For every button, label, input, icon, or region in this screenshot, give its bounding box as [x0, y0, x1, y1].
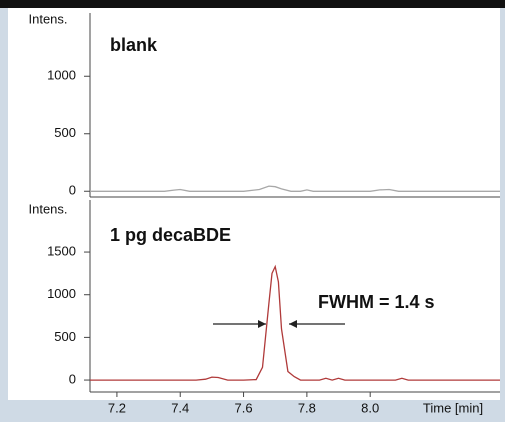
y-tick-label: 500: [54, 329, 76, 344]
x-axis-label: Time [min]: [423, 400, 483, 415]
y-tick-label: 1000: [47, 68, 76, 83]
fwhm-arrows: [213, 320, 345, 328]
x-tick-label: 7.6: [235, 400, 253, 415]
annotation: FWHM = 1.4 s: [318, 292, 435, 312]
y-axis-label: Intens.: [28, 11, 67, 26]
plot-background: [8, 8, 500, 400]
data-line: [90, 185, 500, 192]
y-tick-label: 0: [69, 183, 76, 198]
y-tick-label: 1000: [47, 286, 76, 301]
data-line: [90, 264, 500, 381]
annotation: 1 pg decaBDE: [110, 225, 231, 245]
y-axis-label: Intens.: [28, 201, 67, 216]
x-tick-label: 7.4: [171, 400, 189, 415]
annotation: blank: [110, 35, 158, 55]
y-tick-label: 0: [69, 371, 76, 386]
top-bar: [0, 0, 505, 8]
x-tick-label: 8.0: [361, 400, 379, 415]
y-tick-label: 1500: [47, 243, 76, 258]
x-tick-label: 7.2: [108, 400, 126, 415]
x-tick-label: 7.8: [298, 400, 316, 415]
y-tick-label: 500: [54, 125, 76, 140]
